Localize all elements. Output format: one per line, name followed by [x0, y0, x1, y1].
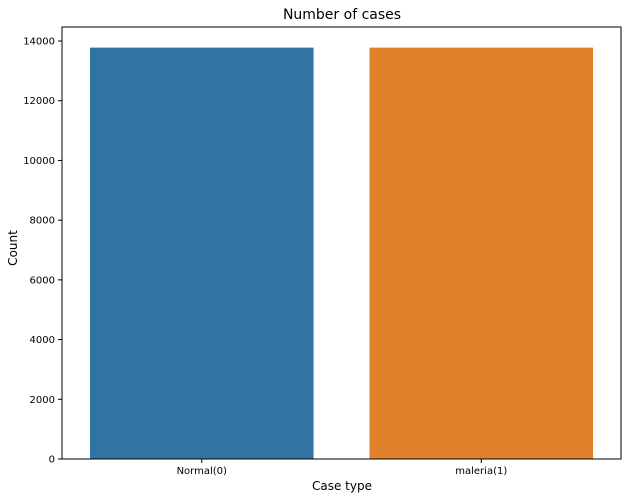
- x-axis-label: Case type: [312, 479, 372, 493]
- y-axis-label: Count: [6, 230, 20, 266]
- y-ticks-group: 0 2000 4000 6000 8000 10000 12000 14000: [23, 37, 62, 466]
- y-tick-label: 4000: [30, 335, 55, 346]
- y-tick-label: 12000: [23, 96, 55, 107]
- y-tick-label: 10000: [23, 156, 55, 167]
- bar-1: [89, 47, 314, 460]
- chart-title: Number of cases: [283, 7, 401, 23]
- bar-2: [369, 47, 594, 460]
- x-ticks-group: Normal(0) maleria(1): [177, 459, 507, 477]
- bars-group: [89, 47, 594, 460]
- y-tick-label: 8000: [30, 216, 55, 227]
- axes-group: [61, 26, 622, 460]
- y-tick-label: 14000: [23, 37, 55, 48]
- x-tick-label: maleria(1): [455, 466, 507, 477]
- x-tick-label: Normal(0): [177, 466, 227, 477]
- plot-frame: [61, 26, 622, 460]
- y-tick-label: 6000: [30, 275, 55, 286]
- y-tick-label: 0: [49, 455, 55, 466]
- y-tick-label: 2000: [30, 395, 55, 406]
